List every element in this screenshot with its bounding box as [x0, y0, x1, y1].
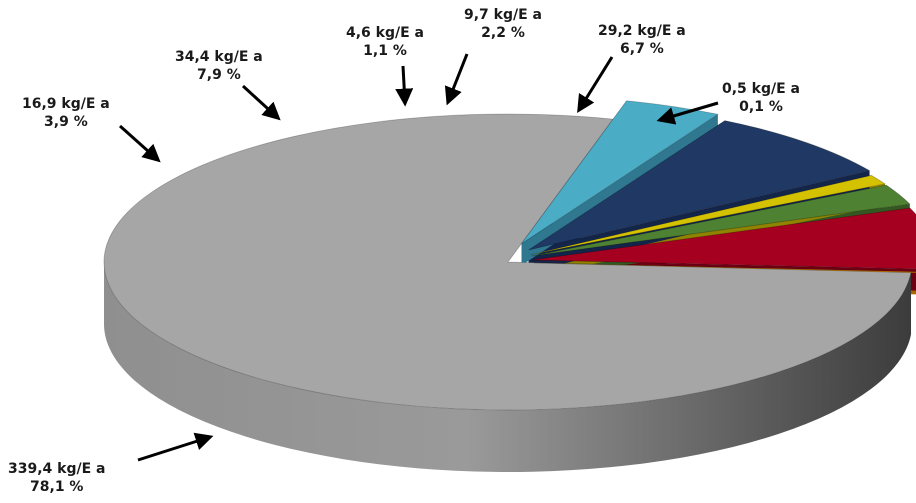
percent-label-0: 78,1 %: [30, 479, 84, 495]
percent-label-1: 3,9 %: [44, 114, 88, 130]
pie-slice-4: [531, 184, 911, 257]
label-slice-5: 29,2 kg/E a 6,7 %: [598, 22, 686, 58]
percent-label-4: 2,2 %: [481, 25, 525, 41]
label-arrow-5: [577, 56, 614, 114]
percent-label-3: 1,1 %: [363, 43, 407, 59]
value-label-5: 29,2 kg/E a: [598, 23, 686, 39]
label-slice-4: 9,7 kg/E a 2,2 %: [464, 6, 542, 42]
label-arrow-6: [656, 101, 719, 125]
percent-label-6: 0,1 %: [739, 99, 783, 115]
label-arrows: [118, 53, 719, 462]
pie-slice-3: [530, 174, 887, 256]
label-slice-6: 0,5 kg/E a 0,1 %: [722, 80, 800, 116]
value-label-3: 4,6 kg/E a: [346, 25, 425, 41]
label-slice-0: 339,4 kg/E a 78,1 %: [8, 460, 106, 496]
percent-label-2: 7,9 %: [197, 67, 241, 83]
value-label-0: 339,4 kg/E a: [8, 461, 106, 477]
label-arrow-1: [118, 124, 161, 163]
pie-slice-2: [528, 120, 871, 251]
label-arrow-3: [395, 65, 414, 107]
value-label-2: 34,4 kg/E a: [175, 49, 263, 65]
value-label-1: 16,9 kg/E a: [22, 96, 110, 112]
pie-slice-1: [521, 100, 719, 244]
label-arrow-0: [137, 432, 214, 462]
value-label-6: 0,5 kg/E a: [722, 81, 801, 97]
value-label-4: 9,7 kg/E a: [464, 7, 543, 23]
label-slice-1: 16,9 kg/E a 3,9 %: [22, 95, 110, 131]
percent-label-5: 6,7 %: [620, 41, 664, 57]
pie-slice-5: [531, 207, 916, 270]
label-slice-3: 4,6 kg/E a 1,1 %: [346, 24, 424, 60]
label-arrow-4: [444, 53, 469, 106]
pie-slice-0: [103, 113, 912, 411]
label-arrow-2: [241, 84, 281, 121]
label-slice-2: 34,4 kg/E a 7,9 %: [175, 48, 263, 84]
pie-tops: [103, 100, 916, 411]
pie-slice-side-0: [104, 262, 912, 472]
